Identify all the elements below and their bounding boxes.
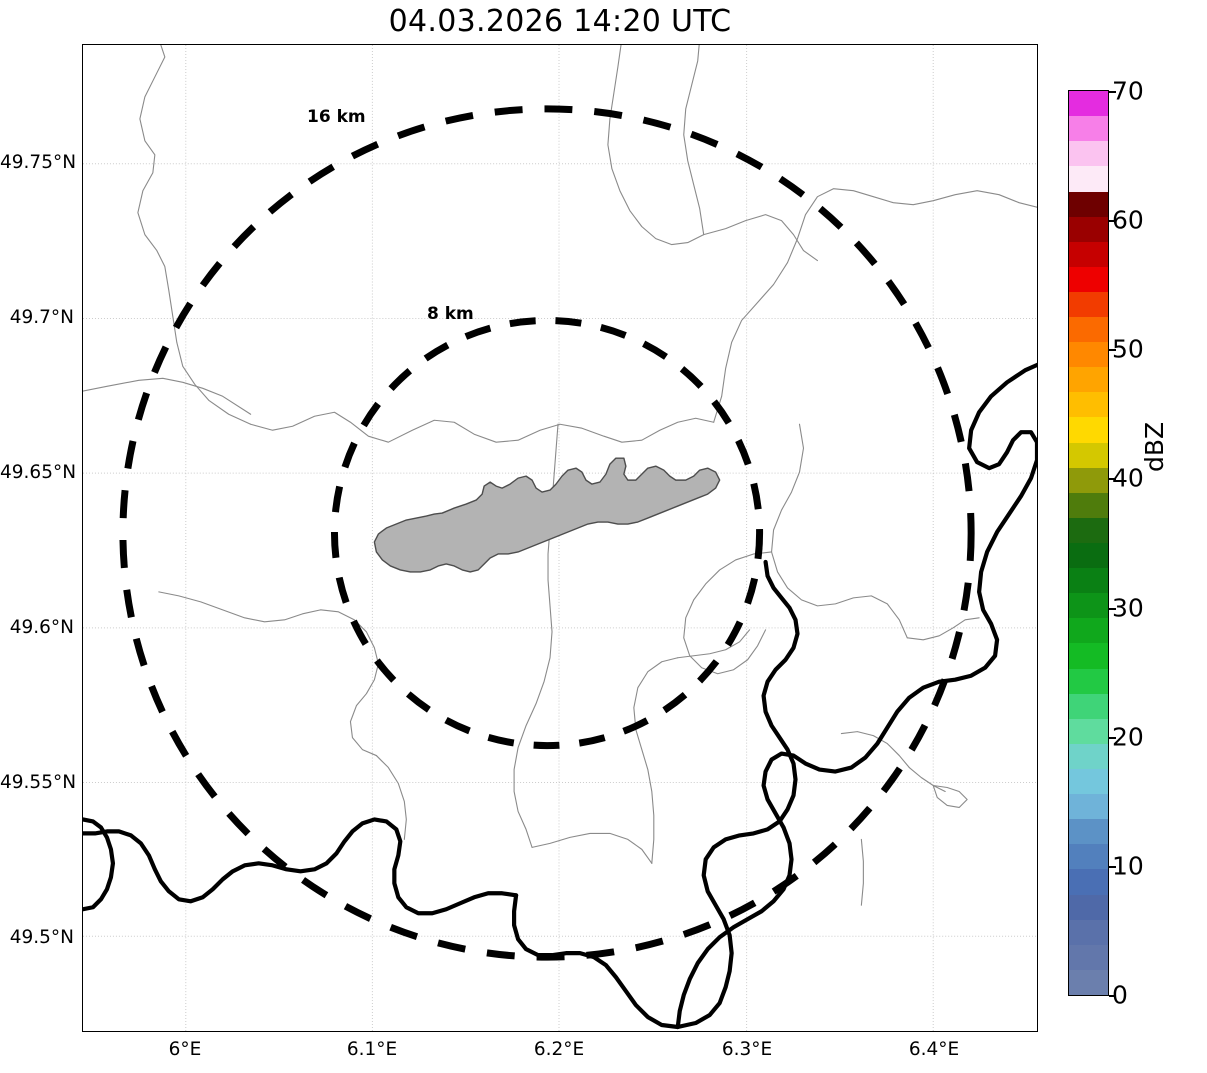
colorbar-band [1069, 969, 1108, 995]
colorbar-band [1069, 266, 1108, 292]
range-rings [119, 105, 975, 961]
colorbar-band [1069, 819, 1108, 845]
colorbar-tick-label: 10 [1112, 851, 1144, 881]
x-tick-label: 6.4°E [908, 1039, 960, 1060]
colorbar-band [1069, 367, 1108, 393]
y-tick-label: 49.7°N [9, 307, 74, 328]
colorbar-axis-label: dBZ [1140, 421, 1169, 472]
colorbar-band [1069, 944, 1108, 970]
colorbar-band [1069, 894, 1108, 920]
colorbar[interactable] [1068, 90, 1109, 996]
colorbar-band [1069, 517, 1108, 544]
colorbar-band [1069, 668, 1108, 694]
colorbar-band [1069, 869, 1108, 895]
colorbar-band [1069, 392, 1108, 418]
colorbar-band [1069, 718, 1108, 744]
y-tick-label: 49.75°N [0, 152, 77, 173]
map-plot-area[interactable]: 16 km 8 km [82, 44, 1038, 1032]
map-canvas [83, 45, 1037, 1031]
colorbar-band [1069, 743, 1108, 770]
colorbar-band [1069, 794, 1108, 820]
colorbar-band [1069, 618, 1108, 644]
colorbar-tick-mark [1109, 737, 1116, 739]
colorbar-tick-mark [1109, 608, 1116, 610]
city-polygon [373, 457, 721, 573]
colorbar-band [1069, 442, 1108, 468]
y-tick-label: 49.5°N [9, 927, 74, 948]
colorbar-band [1069, 342, 1108, 368]
colorbar-tick-label: 20 [1112, 722, 1144, 752]
range-ring-label-8km: 8 km [427, 304, 474, 324]
colorbar-band [1069, 291, 1108, 318]
colorbar-band [1069, 141, 1108, 167]
y-tick-label: 49.65°N [0, 462, 77, 483]
colorbar-band [1069, 241, 1108, 267]
y-tick-label: 49.6°N [9, 617, 74, 638]
colorbar-band [1069, 317, 1108, 343]
colorbar-band [1069, 593, 1108, 619]
colorbar-band [1069, 769, 1108, 795]
colorbar-tick-mark [1109, 995, 1116, 997]
colorbar-tick-mark [1109, 866, 1116, 868]
national-border [83, 362, 1037, 1030]
colorbar-band [1069, 166, 1108, 192]
colorbar-band [1069, 467, 1108, 493]
range-ring-label-16km: 16 km [307, 107, 366, 127]
colorbar-tick-label: 30 [1112, 593, 1144, 623]
page-title: 04.03.2026 14:20 UTC [388, 4, 732, 39]
admin-borders [83, 45, 1037, 906]
colorbar-tick-mark [1109, 478, 1116, 480]
colorbar-band [1069, 543, 1108, 569]
x-tick-label: 6°E [168, 1039, 202, 1060]
colorbar-tick-label: 70 [1112, 76, 1144, 106]
colorbar-band [1069, 844, 1108, 870]
range-ring-16km [119, 105, 975, 961]
y-tick-label: 49.55°N [0, 772, 77, 793]
colorbar-tick-label: 60 [1112, 205, 1144, 235]
colorbar-band [1069, 693, 1108, 719]
colorbar-band [1069, 116, 1108, 142]
x-tick-label: 6.2°E [533, 1039, 585, 1060]
colorbar-band [1069, 417, 1108, 443]
colorbar-tick-mark [1109, 349, 1116, 351]
colorbar-tick-label: 50 [1112, 334, 1144, 364]
colorbar-band [1069, 191, 1108, 217]
x-tick-label: 6.1°E [346, 1039, 398, 1060]
colorbar-tick-mark [1109, 220, 1116, 222]
colorbar-band [1069, 643, 1108, 669]
colorbar-band [1069, 919, 1108, 945]
colorbar-tick-label: 40 [1112, 463, 1144, 493]
range-ring-8km [330, 316, 764, 750]
colorbar-band [1069, 216, 1108, 242]
colorbar-tick-label: 0 [1112, 980, 1128, 1010]
colorbar-tick-mark [1109, 91, 1116, 93]
colorbar-band [1069, 91, 1108, 117]
colorbar-band [1069, 492, 1108, 518]
graticule-grid [83, 45, 1037, 1031]
x-tick-label: 6.3°E [721, 1039, 773, 1060]
colorbar-band [1069, 568, 1108, 594]
